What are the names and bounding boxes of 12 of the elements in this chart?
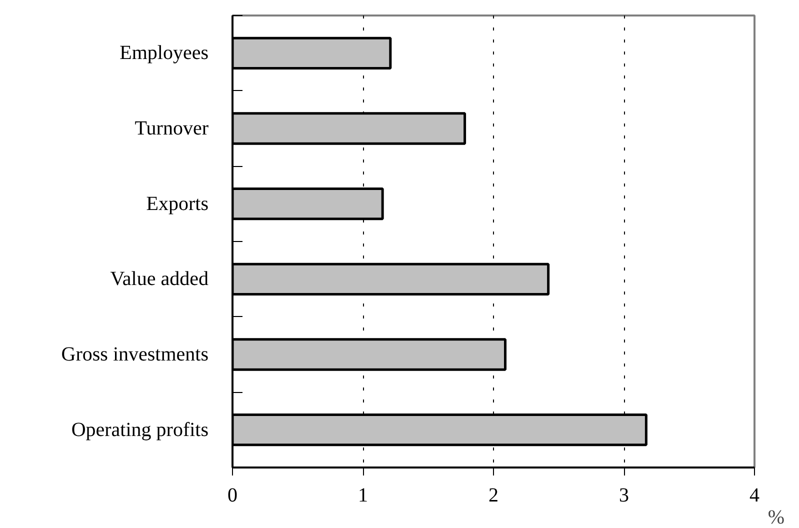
x-tick-label: 3 (619, 484, 629, 506)
x-tick-label: 4 (750, 484, 760, 506)
y-tick-label: Turnover (134, 118, 209, 140)
y-tick-label: Employees (120, 42, 209, 64)
x-tick-label: 1 (358, 484, 368, 506)
x-axis-title: % (768, 506, 785, 528)
y-tick-label: Exports (146, 192, 209, 215)
x-tick-label: 2 (488, 484, 498, 506)
y-tick-label: Operating profits (71, 418, 209, 441)
x-tick-label: 0 (228, 484, 238, 506)
y-tick-label: Gross investments (61, 344, 209, 366)
y-tick-label: Value added (110, 268, 209, 290)
